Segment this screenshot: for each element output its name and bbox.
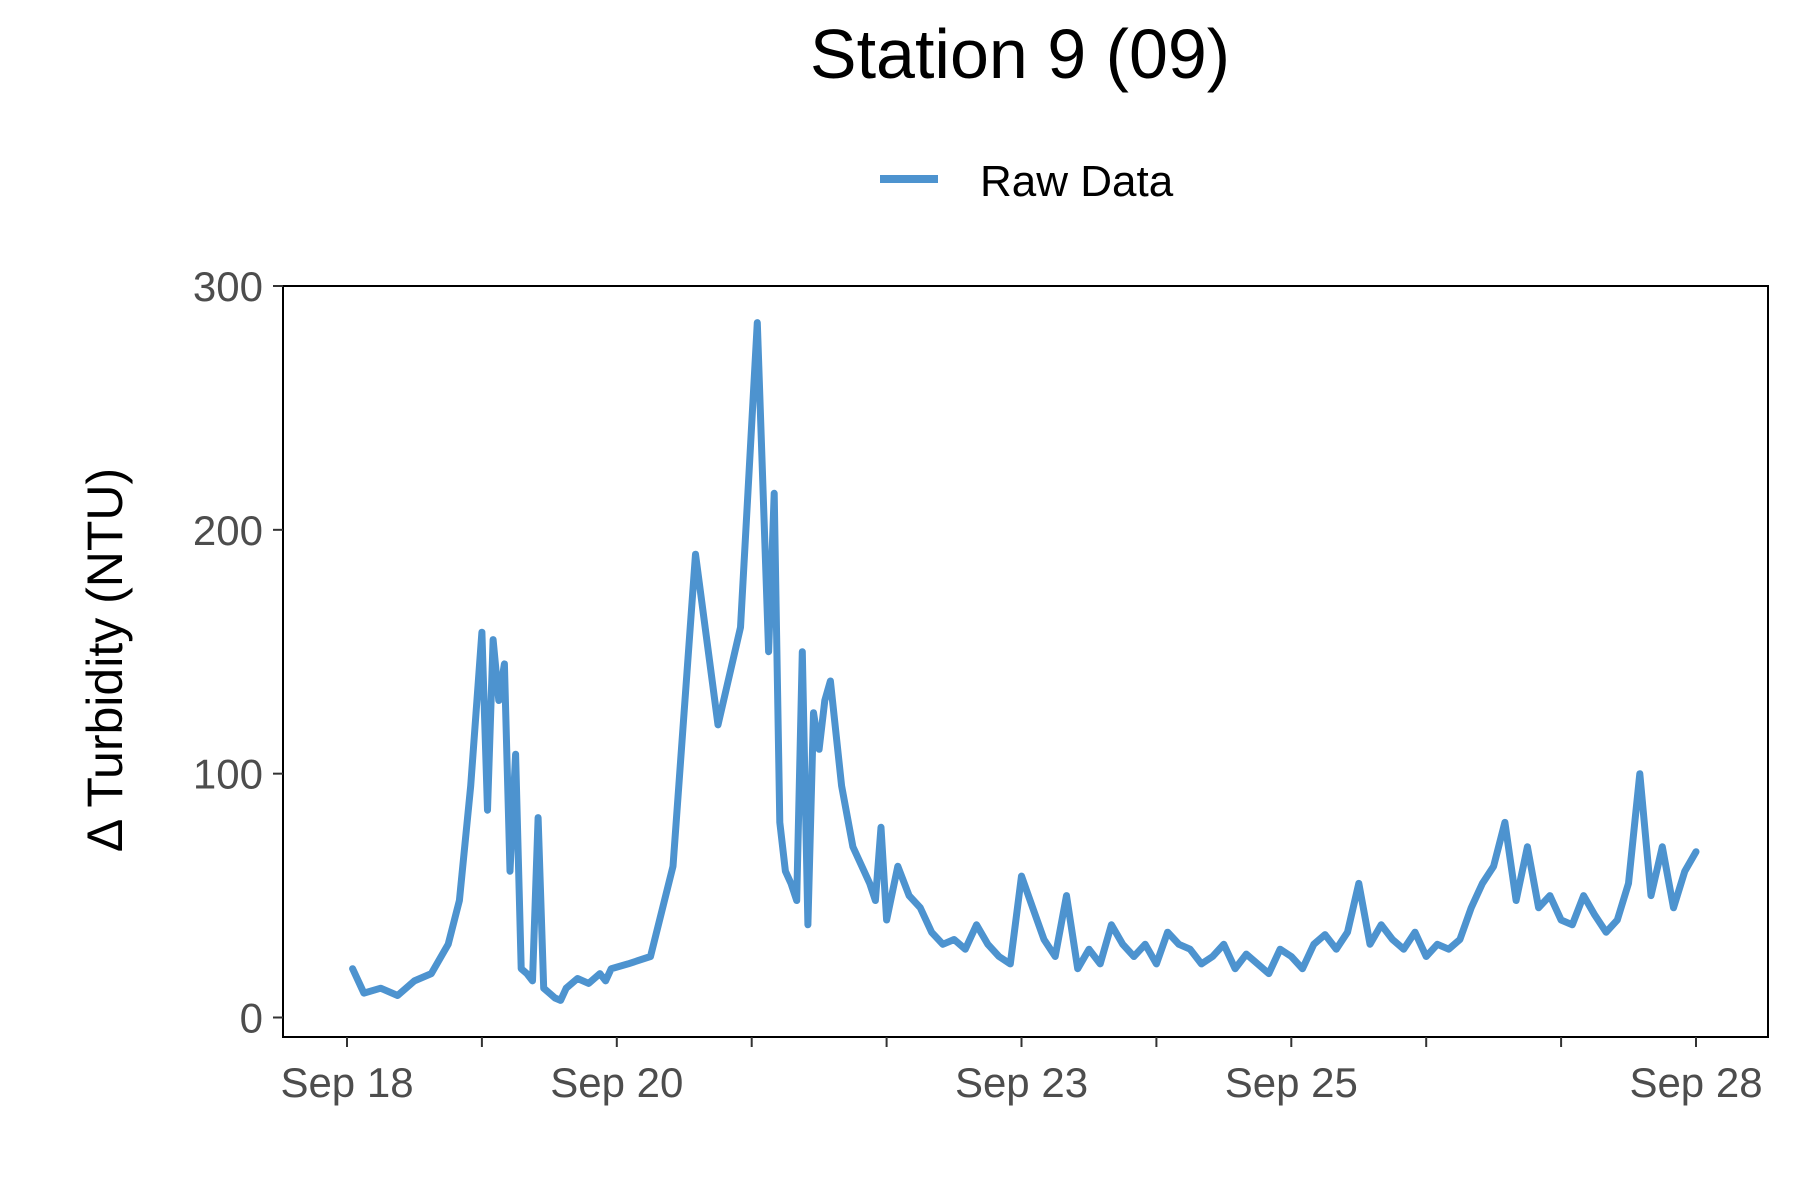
x-tick-label: Sep 23 bbox=[955, 1059, 1088, 1106]
y-tick-label: 200 bbox=[193, 507, 263, 554]
y-axis-title: Δ Turbidity (NTU) bbox=[77, 468, 133, 852]
series-line-raw-data bbox=[349, 319, 1700, 1004]
x-tick-label: Sep 18 bbox=[280, 1059, 413, 1106]
x-tick-label: Sep 25 bbox=[1225, 1059, 1358, 1106]
plot-panel-border bbox=[282, 285, 1769, 1038]
x-tick-label: Sep 20 bbox=[550, 1059, 683, 1106]
y-tick-label: 100 bbox=[193, 751, 263, 798]
y-tick-label: 0 bbox=[240, 994, 263, 1041]
x-tick-label: Sep 28 bbox=[1629, 1059, 1762, 1106]
legend: Raw Data bbox=[880, 157, 1174, 206]
legend-label-raw-data: Raw Data bbox=[980, 157, 1174, 206]
plot-area bbox=[349, 319, 1700, 1004]
x-axis: Sep 18 Sep 20 Sep 23 Sep 25 Sep 28 bbox=[280, 1037, 1763, 1106]
y-axis: 0 100 200 300 bbox=[193, 263, 283, 1041]
y-tick-label: 300 bbox=[193, 263, 263, 310]
chart-title: Station 9 (09) bbox=[810, 15, 1230, 93]
